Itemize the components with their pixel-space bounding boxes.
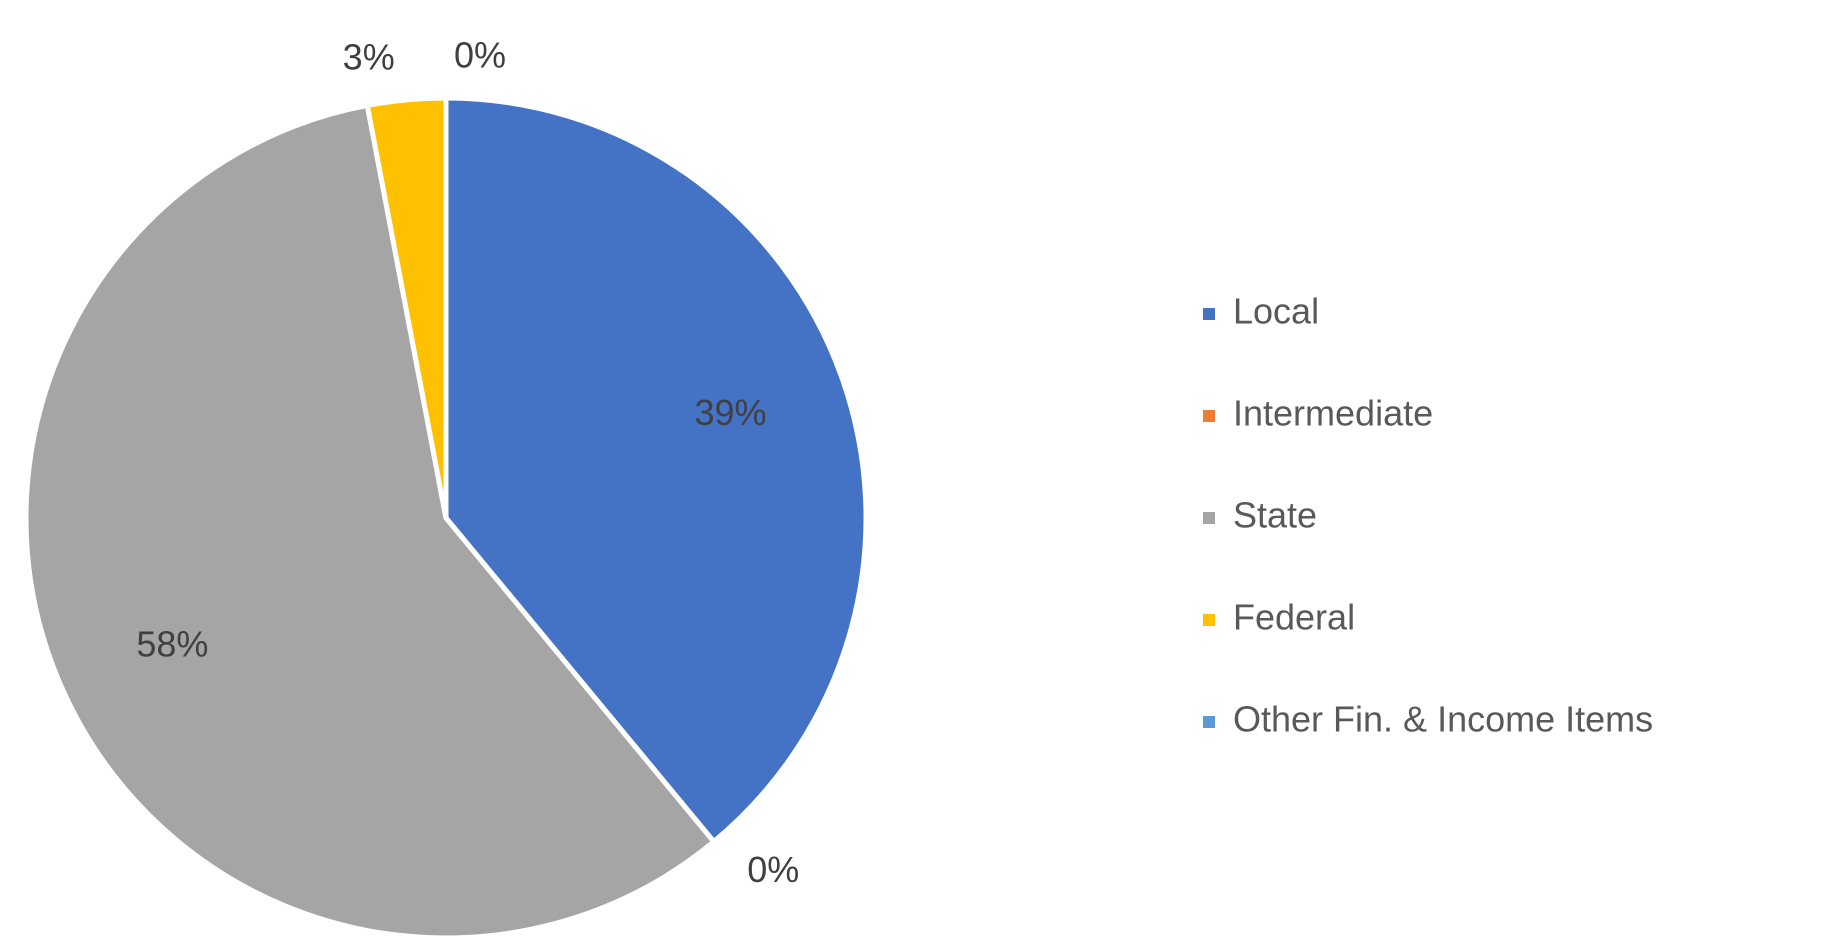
legend-marker [1203,614,1215,626]
data-label: 39% [694,392,766,433]
data-label: 3% [343,37,395,78]
legend-label: Federal [1233,597,1355,638]
data-label: 58% [136,623,208,664]
pie-slice [23,102,718,941]
legend-label: Local [1233,291,1319,332]
legend-label: State [1233,495,1317,536]
data-label: 0% [747,849,799,890]
legend-marker [1203,308,1215,320]
data-label: 0% [454,35,506,76]
legend-label: Intermediate [1233,393,1433,434]
legend-marker [1203,716,1215,728]
pie-slice [443,95,869,846]
legend-marker [1203,410,1215,422]
legend-label: Other Fin. & Income Items [1233,699,1653,740]
legend-marker [1203,512,1215,524]
